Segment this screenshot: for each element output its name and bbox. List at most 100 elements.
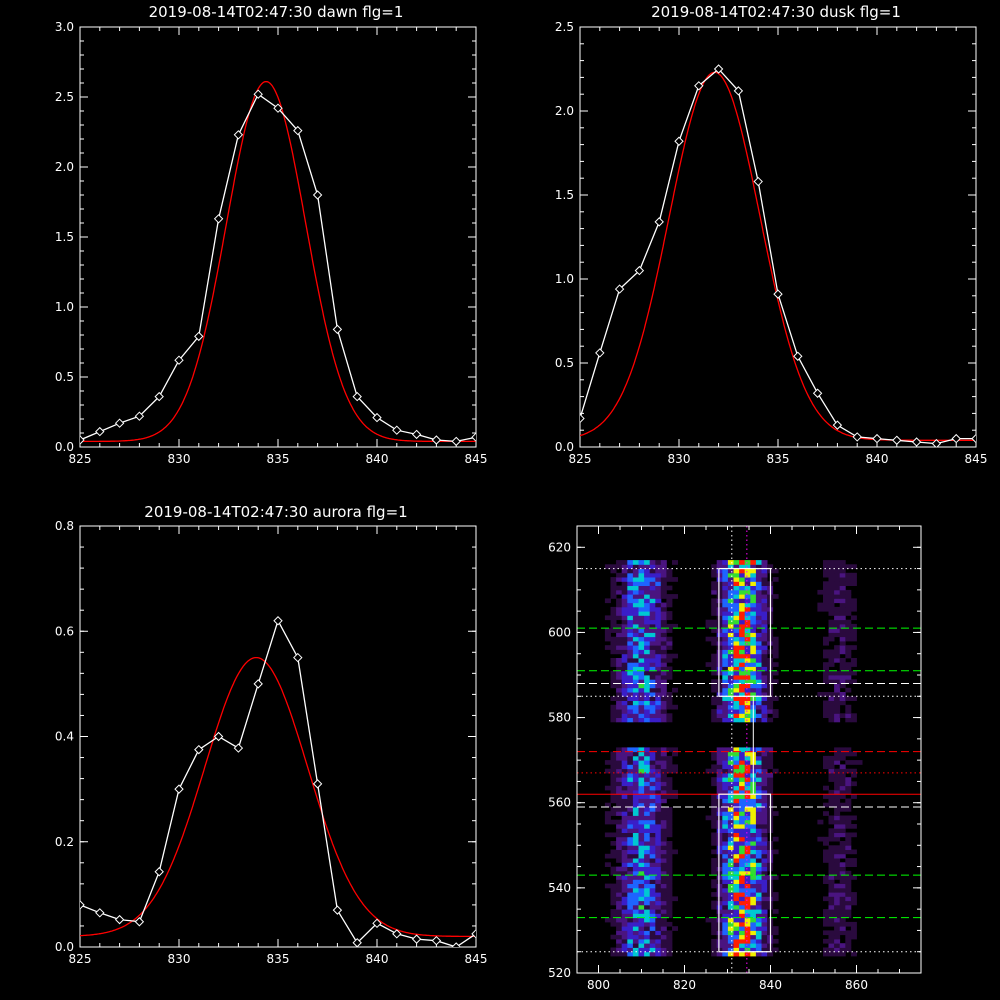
heatmap-cell [722,768,729,774]
heatmap-cell [845,909,852,914]
heatmap-cell [727,615,734,621]
heatmap-cell [767,564,774,569]
heatmap-cell [711,777,718,782]
heatmap-cell [761,768,768,774]
heatmap-cell [744,679,751,684]
heatmap-cell [649,755,656,761]
heatmap-cell [660,747,667,753]
heatmap-cell [839,926,846,931]
heatmap-cell [716,815,723,821]
heatmap-cell [638,564,645,569]
heatmap-cell [711,623,718,629]
heatmap-cell [644,815,651,821]
heatmap-cell [649,717,656,723]
heatmap-cell [711,606,718,612]
heatmap-cell [839,909,846,914]
heatmap-cell [627,930,634,936]
panel-0-data-point [253,89,263,99]
heatmap-cell [616,692,623,697]
heatmap-cell [727,675,734,680]
heatmap-cell [733,866,740,872]
heatmap-cell [845,849,852,855]
heatmap-cell [716,619,723,625]
heatmap-cell [744,807,751,812]
heatmap-cell [722,619,729,625]
heatmap-cell [649,921,656,927]
heatmap-cell [627,892,634,897]
heatmap-cell [839,577,846,582]
heatmap-cell [616,632,623,638]
heatmap-cell [716,640,723,646]
heatmap-cell [722,900,729,906]
heatmap-cell [761,747,768,753]
panel-2-data-point [392,929,402,939]
heatmap-cell [632,577,639,582]
heatmap-cell [739,645,746,650]
heatmap-cell [716,828,723,833]
heatmap-cell [823,594,829,599]
heatmap-cell [655,594,662,599]
heatmap-cell [627,947,634,953]
heatmap-cell [772,938,779,944]
heatmap-cell [716,687,723,693]
heatmap-cell [739,760,746,765]
heatmap-cell [744,794,751,799]
panel-3-x-tick-label: 820 [673,978,696,992]
heatmap-cell [655,870,662,876]
heatmap-cell [716,717,723,723]
heatmap-cell [828,764,835,770]
heatmap-cell [744,713,751,718]
heatmap-cell [644,841,651,846]
heatmap-cell [739,687,746,693]
heatmap-cell [660,917,667,923]
heatmap-cell [834,909,841,914]
panel-2-data-point [352,938,362,947]
heatmap-cell [660,666,667,672]
heatmap-cell [716,841,723,846]
heatmap-cell [750,943,757,948]
heatmap-cell [638,687,645,693]
heatmap-cell [755,581,762,586]
heatmap-cell [604,853,611,859]
heatmap-cell [604,862,611,867]
heatmap-cell [660,623,667,629]
panel-1-y-tick-label: 1.5 [555,188,574,202]
heatmap-cell [739,892,746,897]
heatmap-cell [850,679,857,684]
heatmap-cell [716,747,723,753]
heatmap-cell [727,606,734,612]
heatmap-cell [845,623,852,629]
heatmap-cell [716,692,723,697]
heatmap-cell [711,947,718,953]
heatmap-cell [638,606,645,612]
heatmap-cell [655,645,662,650]
heatmap-cell [733,836,740,842]
heatmap-cell [823,755,829,761]
heatmap-cell [672,704,678,710]
heatmap-cell [610,853,617,859]
heatmap-cell [744,615,751,621]
heatmap-cell [733,755,740,761]
heatmap-cell [727,879,734,884]
heatmap-cell [644,683,651,689]
heatmap-cell [845,747,852,753]
heatmap-cell [823,662,829,667]
heatmap-cell [716,679,723,684]
heatmap-cell [727,934,734,940]
heatmap-cell [733,819,740,825]
heatmap-cell [610,658,617,663]
heatmap-cell [727,700,734,706]
heatmap-cell [722,943,729,948]
heatmap-cell [666,947,673,953]
heatmap-cell [632,832,639,838]
heatmap-cell [839,628,846,633]
heatmap-cell [839,581,846,586]
heatmap-cell [655,572,662,578]
heatmap-cell [621,794,628,799]
heatmap-cell [744,875,751,880]
heatmap-cell [761,645,768,650]
heatmap-cell [627,904,634,910]
heatmap-cell [767,764,774,770]
heatmap-cell [750,692,757,697]
